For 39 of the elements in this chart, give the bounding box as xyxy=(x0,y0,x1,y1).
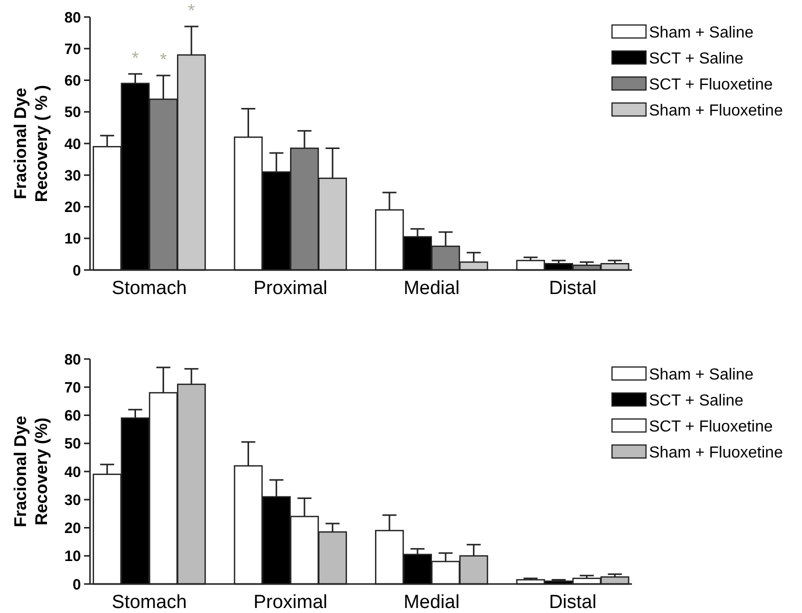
annotation: * xyxy=(160,50,167,70)
y-tick-label: 30 xyxy=(64,167,81,184)
y-tick-label: 40 xyxy=(64,136,81,153)
y-tick-label: 20 xyxy=(64,199,81,216)
x-tick-label: Distal xyxy=(548,592,596,613)
annotation: * xyxy=(188,0,195,20)
x-tick-label: Stomach xyxy=(112,592,187,613)
legend-label: SCT + Fluoxetine xyxy=(649,418,773,436)
legend-label: Sham + Fluoxetine xyxy=(649,444,783,462)
y-tick-label: 70 xyxy=(64,40,81,58)
x-tick-label: Stomach xyxy=(112,278,187,299)
legend-label: Sham + Saline xyxy=(649,366,754,384)
y-tick-label: 80 xyxy=(64,351,81,368)
x-tick-label: Proximal xyxy=(253,592,328,613)
y-tick-label: 70 xyxy=(64,379,81,396)
y-axis-title: Fracional Dye Recovery (%) xyxy=(11,416,51,528)
y-tick-label: 60 xyxy=(64,408,81,424)
legend-label: SCT + Saline xyxy=(649,50,744,68)
annotation: * xyxy=(132,48,139,68)
y-tick-label: 50 xyxy=(64,436,81,453)
x-tick-label: Medial xyxy=(404,278,460,299)
y-tick-label: 50 xyxy=(64,104,81,122)
y-tick-label: 60 xyxy=(64,72,81,90)
y-tick-label: 0 xyxy=(72,262,81,280)
y-tick-label: 10 xyxy=(64,230,81,248)
y-tick-label: 10 xyxy=(64,548,81,566)
y-tick-label: 40 xyxy=(64,464,81,481)
x-tick-label: Medial xyxy=(404,592,460,613)
y-tick-label: 20 xyxy=(64,520,81,537)
y-tick-label: 0 xyxy=(72,576,81,594)
x-tick-label: Distal xyxy=(548,278,596,299)
y-axis-title: Fracional Dye Recovery ( % ) xyxy=(11,84,51,202)
x-tick-label: Proximal xyxy=(253,278,328,299)
y-tick-label: 30 xyxy=(64,492,81,509)
legend-label: SCT + Fluoxetine xyxy=(649,76,773,94)
legend-label: Sham + Fluoxetine xyxy=(649,102,783,120)
legend-label: Sham + Saline xyxy=(649,24,754,42)
legend-label: SCT + Saline xyxy=(649,392,744,410)
y-tick-label: 80 xyxy=(64,9,81,26)
